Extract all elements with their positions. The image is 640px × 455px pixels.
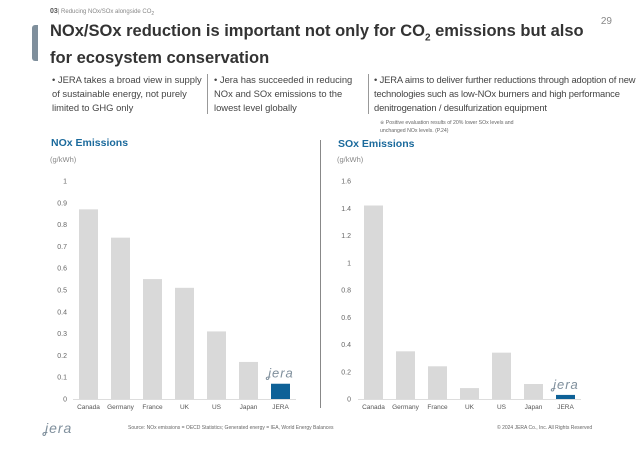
y-tick-label: 0 (347, 397, 351, 404)
bullet-1: • JERA takes a broad view in supply of s… (52, 74, 202, 113)
x-tick-label: Germany (392, 404, 419, 411)
x-tick-label: US (497, 404, 507, 411)
y-tick-label: 1 (63, 179, 67, 186)
y-tick-label: 0.2 (341, 369, 351, 376)
bar-japan (524, 384, 543, 399)
bar-jera (556, 394, 575, 399)
title-accent-bar (32, 25, 38, 61)
y-tick-label: 0.8 (341, 288, 351, 295)
page-number: 29 (600, 16, 612, 27)
y-tick-label: 0 (63, 397, 67, 404)
y-tick-label: 0.2 (57, 353, 67, 360)
sox-unit: (g/kWh) (337, 155, 364, 164)
x-tick-label: UK (180, 404, 190, 411)
y-tick-label: 1.4 (341, 206, 351, 213)
bullet-3: • JERA aims to deliver further reduction… (374, 74, 636, 113)
bar-canada (364, 205, 383, 399)
bar-germany (111, 237, 130, 399)
x-tick-label: US (212, 404, 222, 411)
bar-us (207, 331, 226, 399)
footnote: ※ Positive evaluation results of 20% low… (380, 120, 514, 134)
x-tick-label: France (142, 404, 163, 411)
sox-chart-title: SOx Emissions (338, 138, 415, 150)
source-note: Source: NOx emissions = OECD Statistics;… (128, 425, 334, 431)
x-tick-label: Canada (362, 404, 385, 411)
y-tick-label: 0.6 (341, 315, 351, 322)
section-label: 03| Reducing NOx/SOx alongside CO2 (50, 8, 155, 18)
bar-france (143, 279, 162, 399)
bar-japan (239, 361, 258, 399)
y-tick-label: 0.7 (57, 244, 67, 251)
bar-jera (271, 383, 290, 399)
bar-germany (396, 351, 415, 399)
y-tick-label: 0.4 (341, 342, 351, 349)
nox-chart-title: NOx Emissions (51, 137, 129, 149)
y-tick-label: 0.4 (57, 309, 67, 316)
x-tick-label: UK (465, 404, 475, 411)
x-tick-label: JERA (272, 404, 289, 411)
page-title: NOx/SOx reduction is important not only … (50, 22, 584, 68)
nox-chart: 0 0.1 0.2 0.3 0.4 0.5 0.6 0.7 0.8 0.9 1 Canada Germa… (57, 179, 296, 411)
bar-uk (460, 388, 479, 399)
bar-uk (175, 287, 194, 399)
y-tick-label: 0.1 (57, 375, 67, 382)
x-tick-label: JERA (557, 404, 574, 411)
sox-chart: 0 0.2 0.4 0.6 0.8 1 1.2 1.4 1.6 Canada Germany Fran… (341, 179, 581, 411)
jera-bar-logo: ʝera (550, 377, 579, 392)
x-tick-label: Canada (77, 404, 100, 411)
y-tick-label: 1 (347, 260, 351, 267)
bar-france (428, 366, 447, 399)
x-tick-label: Japan (525, 404, 543, 411)
y-tick-label: 1.6 (341, 179, 351, 186)
copyright: © 2024 JERA Co., Inc. All Rights Reserve… (497, 425, 593, 431)
x-tick-label: Japan (240, 404, 258, 411)
y-tick-label: 0.6 (57, 266, 67, 273)
bar-canada (79, 209, 98, 399)
chart-separator (320, 140, 321, 408)
y-tick-label: 0.3 (57, 331, 67, 338)
bar-us (492, 352, 511, 399)
jera-logo: ʝera (44, 420, 73, 436)
y-tick-label: 0.9 (57, 200, 67, 207)
divider (207, 74, 208, 114)
bullet-2: • Jera has succeeded in reducing NOx and… (214, 74, 353, 113)
nox-unit: (g/kWh) (50, 155, 77, 164)
y-tick-label: 0.8 (57, 222, 67, 229)
x-tick-label: Germany (107, 404, 134, 411)
y-tick-label: 0.5 (57, 288, 67, 295)
divider (368, 74, 369, 114)
y-tick-label: 1.2 (341, 233, 351, 240)
jera-bar-logo: ʝera (265, 366, 294, 381)
x-tick-label: France (427, 404, 448, 411)
